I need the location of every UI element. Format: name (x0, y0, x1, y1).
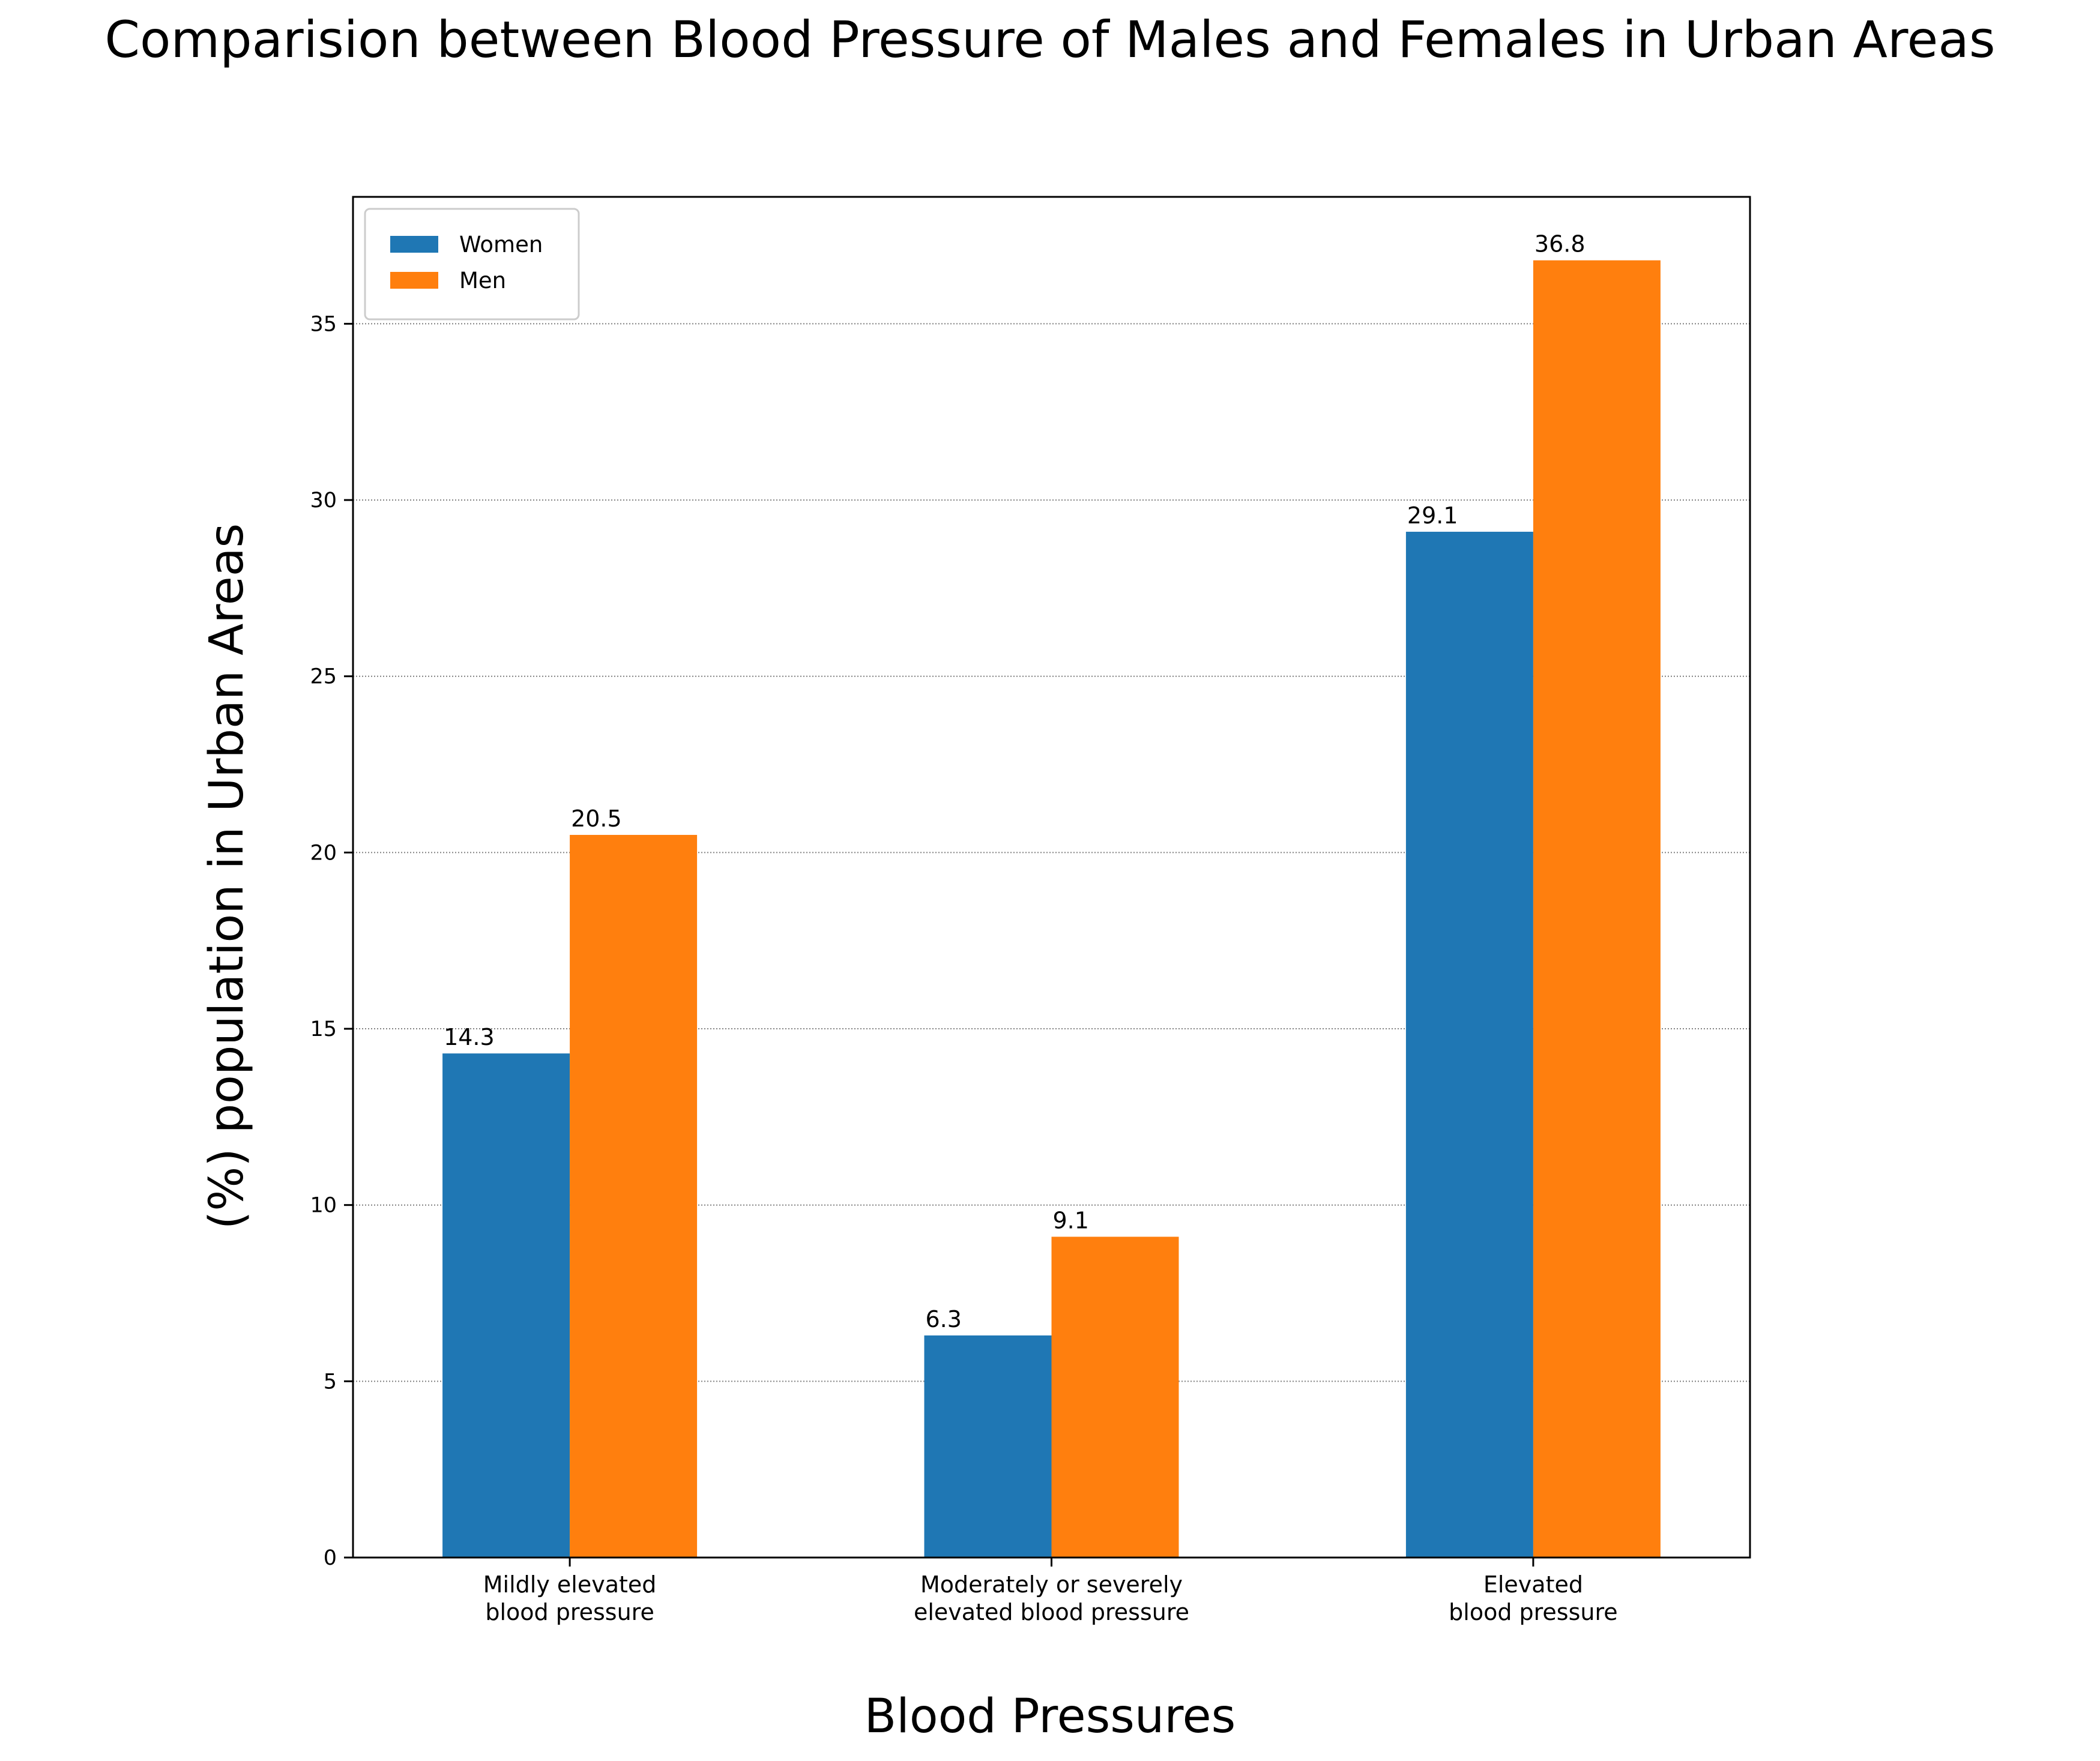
legend-label-men: Men (459, 268, 506, 294)
x-tick-label: blood pressure (1449, 1599, 1618, 1625)
legend: Women Men (364, 208, 580, 321)
bars (442, 260, 1661, 1558)
x-tick-label: blood pressure (485, 1599, 654, 1625)
y-tick-label: 30 (310, 489, 337, 513)
bar-value-label-women-1: 6.3 (926, 1306, 962, 1332)
bar-women-0 (442, 1053, 570, 1558)
bar-value-label-women-2: 29.1 (1407, 502, 1458, 529)
y-axis-label: (%) population in Urban Areas (200, 523, 254, 1229)
chart-title: Comparision between Blood Pressure of Ma… (104, 10, 1995, 69)
legend-box (364, 208, 580, 321)
bar-women-2 (1405, 531, 1533, 1558)
x-tick-label: Mildly elevated (483, 1571, 657, 1598)
bar-men-2 (1533, 260, 1661, 1558)
bar-value-label-men-2: 36.8 (1534, 231, 1586, 257)
bar-value-label-men-0: 20.5 (571, 805, 622, 832)
bar-women-1 (924, 1335, 1052, 1558)
y-tick-label: 15 (310, 1017, 337, 1041)
x-tick-label: Moderately or severely (920, 1571, 1183, 1598)
x-axis-label: Blood Pressures (864, 1690, 1236, 1744)
y-tick-label: 20 (310, 841, 337, 865)
bar-value-label-men-1: 9.1 (1053, 1208, 1089, 1234)
y-tick-label: 25 (310, 665, 337, 689)
bar-value-labels: 14.3 6.3 29.1 20.5 9.1 36.8 (444, 231, 1585, 1332)
y-axis-ticks: 0 5 10 15 20 25 30 35 (310, 312, 353, 1570)
y-tick-label: 0 (324, 1546, 337, 1570)
legend-swatch-men (390, 272, 438, 289)
bar-men-0 (570, 835, 698, 1558)
y-tick-label: 35 (310, 312, 337, 336)
y-tick-label: 5 (324, 1370, 337, 1394)
y-tick-label: 10 (310, 1194, 337, 1218)
bar-value-label-women-0: 14.3 (444, 1024, 495, 1050)
legend-swatch-women (390, 236, 438, 253)
x-tick-label: Elevated (1483, 1571, 1583, 1598)
x-tick-label: elevated blood pressure (914, 1599, 1189, 1625)
legend-label-women: Women (459, 232, 543, 257)
bar-men-1 (1051, 1236, 1179, 1558)
